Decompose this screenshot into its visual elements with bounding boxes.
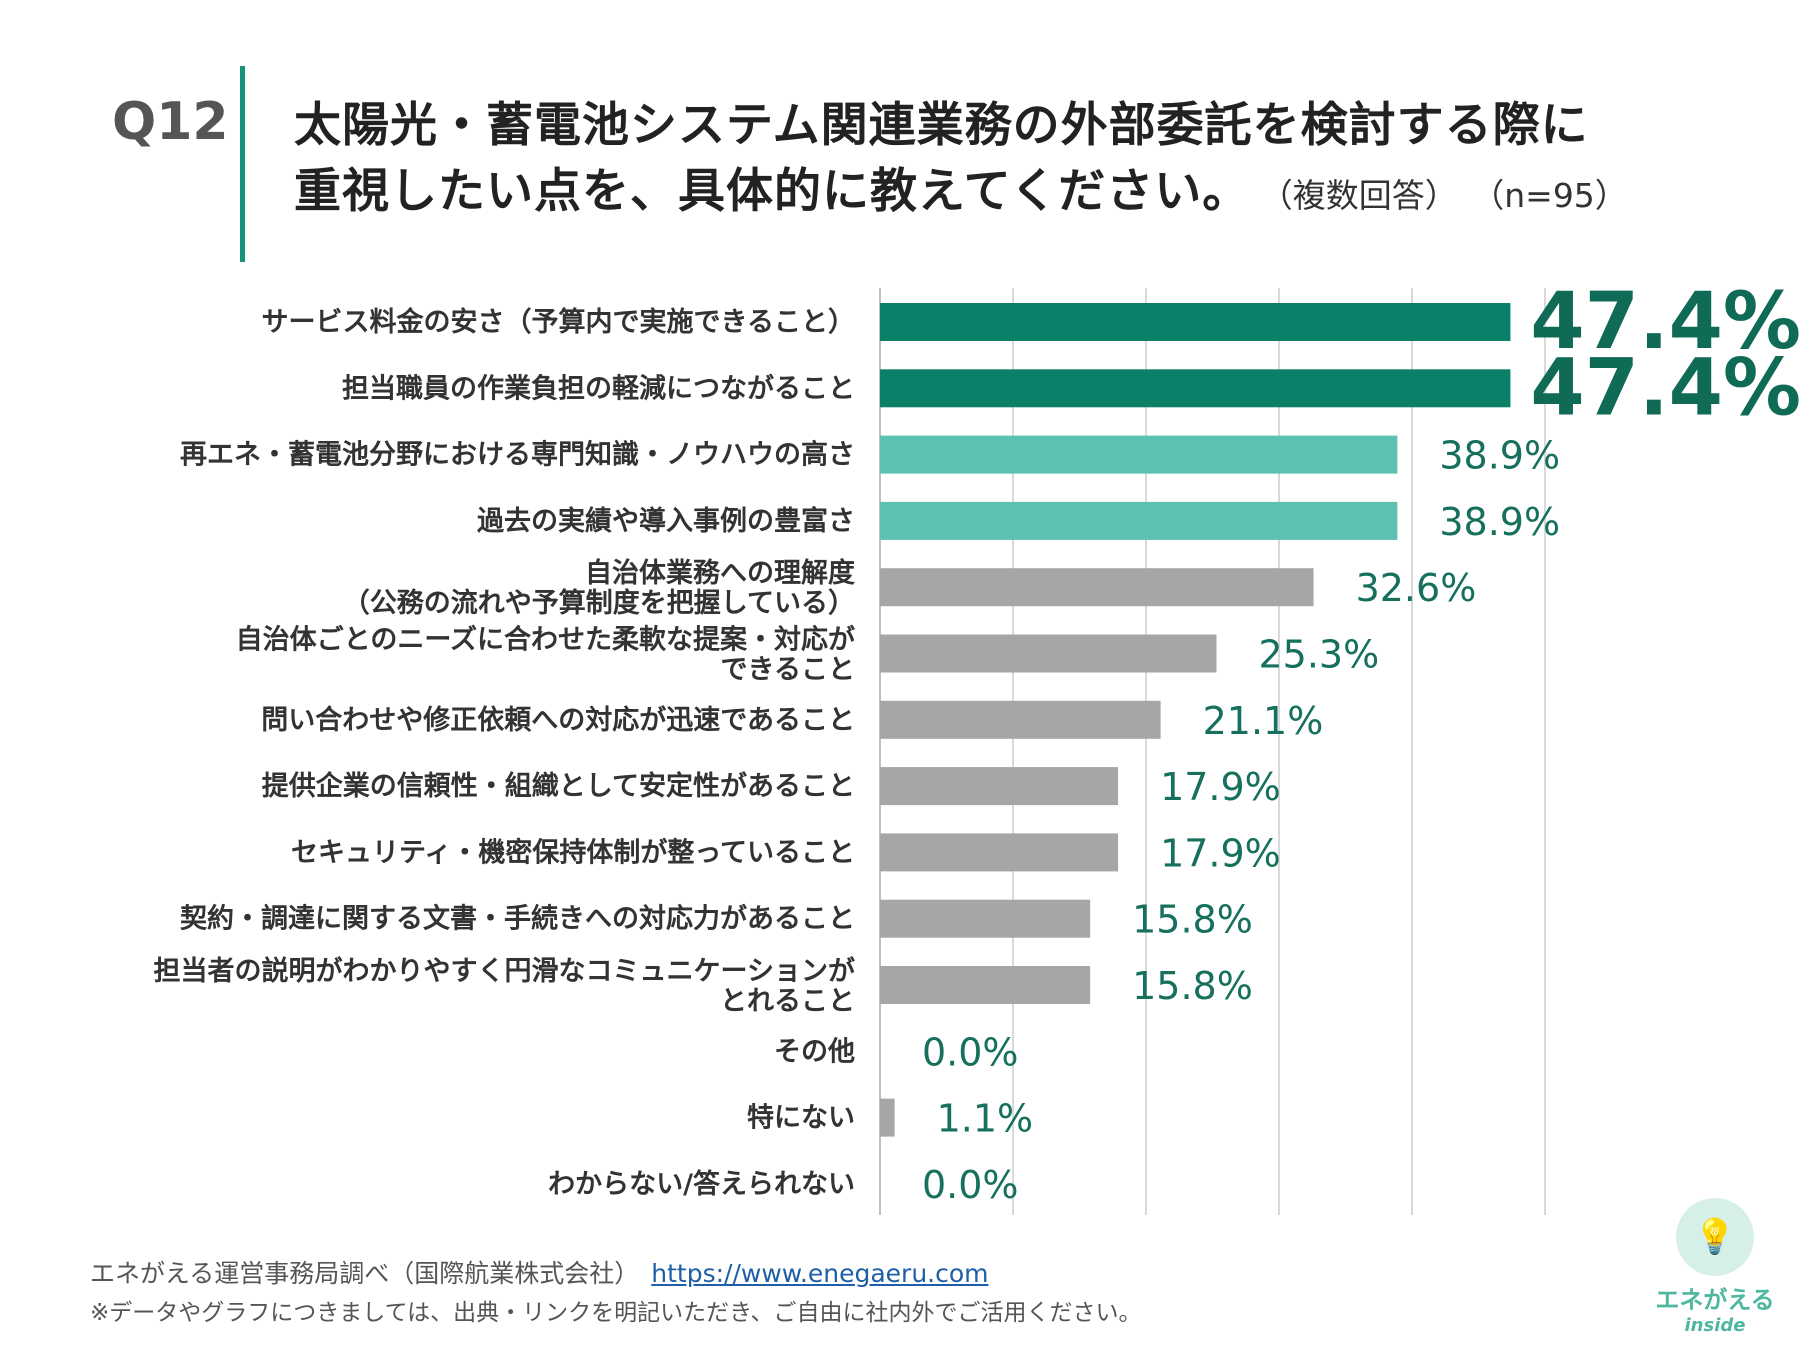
bar [880, 303, 1511, 341]
category-label: 問い合わせや修正依頼への対応が迅速であること [261, 704, 855, 736]
category-label: 提供企業の信頼性・組織として安定性があること [262, 770, 855, 802]
category-label: その他 [774, 1036, 855, 1067]
value-label: 38.9% [1439, 434, 1560, 478]
bar [880, 369, 1511, 408]
value-label: 21.1% [1203, 699, 1324, 743]
logo-name: エネがえる [1655, 1286, 1775, 1314]
category-label: できること [721, 655, 855, 686]
question-number: Q12 [112, 92, 229, 152]
bar [880, 634, 1217, 673]
category-label: わからない/答えられない [548, 1168, 855, 1200]
category-label: 自治体業務への理解度 [585, 557, 855, 589]
question-title-line2: 重視したい点を、具体的に教えてください。 （複数回答） （n=95） [294, 152, 1628, 221]
logo-sub: inside [1684, 1315, 1746, 1336]
bar-chart: 47.4% サービス料金の安さ（予算内で実施できること） 47.4% 担当職員の作業負… [154, 277, 1800, 1215]
value-label: 25.3% [1258, 633, 1379, 677]
value-label: 15.8% [1132, 964, 1253, 1008]
source-text: エネがえる運営事務局調べ（国際航業株式会社） [90, 1259, 640, 1288]
category-label: （公務の流れや予算制度を把握している） [343, 587, 855, 619]
bar [880, 1098, 895, 1137]
bar [880, 833, 1119, 872]
usage-note: ※データやグラフにつきましては、出典・リンクを明記いただき、ご自由に社内外でご活… [90, 1300, 1142, 1326]
bar [880, 568, 1314, 607]
value-label: 15.8% [1132, 898, 1253, 942]
category-label: サービス料金の安さ（予算内で実施できること） [262, 306, 855, 338]
question-title-line1: 太陽光・蓄電池システム関連業務の外部委託を検討する際に [294, 98, 1589, 153]
category-label: 契約・調達に関する文書・手続きへの対応力があること [180, 903, 855, 935]
logo-emblem: 💡 [1676, 1198, 1754, 1276]
bar [880, 700, 1161, 739]
footer-source: エネがえる運営事務局調べ（国際航業株式会社） https://www.enegae… [90, 1254, 989, 1290]
bar [880, 899, 1091, 938]
sample-size: （n=95） [1487, 176, 1628, 215]
category-label: 過去の実績や導入事例の豊富さ [477, 505, 855, 537]
category-label: 担当職員の作業負担の軽減につながること [342, 372, 855, 404]
category-label: とれること [720, 986, 855, 1017]
category-label: 再エネ・蓄電池分野における専門知識・ノウハウの高さ [180, 439, 855, 471]
value-label: 47.4% [1530, 277, 1800, 367]
title-divider [240, 66, 245, 262]
answer-type-note: （複数回答） [1276, 176, 1458, 215]
lightbulb-icon: 💡 [1693, 1217, 1737, 1257]
value-label: 0.0% [922, 1030, 1019, 1074]
question-title-text: 重視したい点を、具体的に教えてください。 [294, 164, 1251, 219]
category-label: 担当者の説明がわかりやすく円滑なコミュニケーションが [154, 955, 855, 987]
value-label: 17.9% [1160, 831, 1281, 875]
value-label: 0.0% [922, 1163, 1019, 1207]
category-label: セキュリティ・機密保持体制が整っていること [291, 836, 855, 868]
website-link[interactable]: https://www.enegaeru.com [651, 1259, 989, 1288]
category-label: 特にない [747, 1103, 855, 1134]
value-label: 38.9% [1439, 500, 1560, 544]
category-label: 自治体ごとのニーズに合わせた柔軟な提案・対応が [236, 624, 855, 656]
bar [880, 767, 1119, 806]
bar [880, 966, 1091, 1004]
value-label: 1.1% [937, 1097, 1034, 1141]
value-label: 17.9% [1160, 765, 1281, 809]
bar [880, 501, 1398, 540]
value-label: 32.6% [1356, 566, 1477, 610]
value-label: 47.4% [1530, 343, 1800, 433]
enegaeru-logo: 💡 エネがえる inside [1650, 1198, 1780, 1338]
bar [880, 435, 1398, 474]
